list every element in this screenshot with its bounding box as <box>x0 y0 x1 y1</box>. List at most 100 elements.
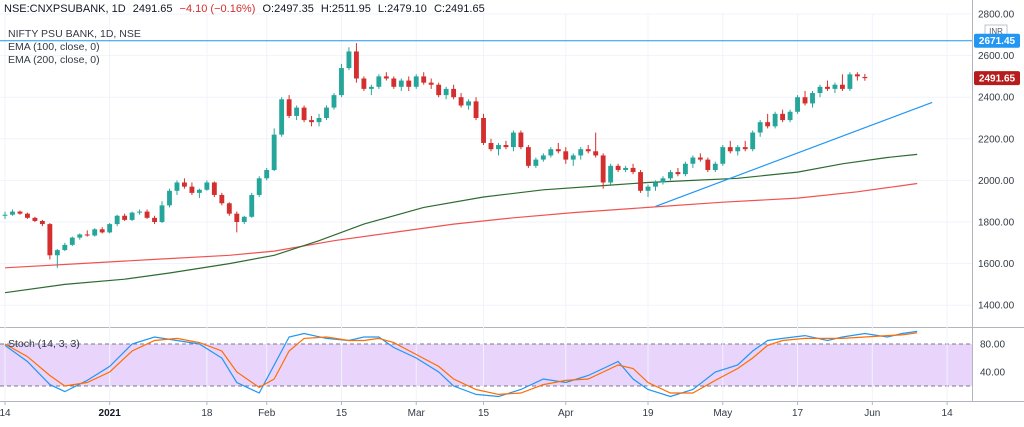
hline-price-text: 2671.45 <box>979 36 1016 47</box>
header-legend: NSE:CNXPSUBANK, 1D 2491.65 −4.10 (−0.16%… <box>4 3 485 350</box>
candle-body <box>436 84 442 96</box>
candle-body <box>413 76 419 87</box>
candle-body <box>264 170 270 179</box>
candle <box>2 211 8 219</box>
candle-body <box>839 84 845 89</box>
candle <box>653 180 658 191</box>
candle <box>301 105 307 123</box>
candle <box>10 209 15 216</box>
candle-body <box>47 224 53 256</box>
candle-body <box>847 74 853 89</box>
candle <box>264 167 270 181</box>
candle <box>204 180 210 191</box>
candle-body <box>32 217 38 221</box>
candle-body <box>25 213 30 218</box>
candle <box>413 74 419 89</box>
candle-body <box>62 244 68 251</box>
candle <box>638 170 643 193</box>
candle <box>668 170 673 181</box>
candle-body <box>645 186 651 191</box>
stoch-tick-label: 80.00 <box>980 340 1005 351</box>
candle <box>84 230 90 237</box>
candle-body <box>653 182 658 187</box>
candle-body <box>570 155 576 160</box>
stoch-axis[interactable]: 40.00 80.00 <box>980 340 1005 379</box>
candle <box>832 82 838 94</box>
candle <box>772 111 778 129</box>
candle <box>279 97 285 137</box>
candle-body <box>211 182 217 195</box>
time-axis[interactable]: 14 2021 18 Feb 15 Mar 15 Apr 19 May 17 Jun 14 <box>0 401 953 419</box>
candle <box>570 153 576 166</box>
stoch-k-line <box>4 330 918 398</box>
candle <box>339 63 344 98</box>
candle <box>697 153 703 162</box>
stoch-legend[interactable]: Stoch (14, 3, 3) <box>8 338 80 350</box>
candle-body <box>832 84 838 89</box>
candle-body <box>286 99 292 116</box>
low-value: 2479.10 <box>387 3 427 15</box>
ema200-legend[interactable]: EMA (200, close, 0) <box>8 54 100 66</box>
candle <box>675 167 681 177</box>
last-price-text: 2491.65 <box>979 74 1016 85</box>
candle-body <box>144 211 150 218</box>
candle <box>690 155 696 168</box>
candle <box>615 163 621 173</box>
candle-body <box>742 147 748 150</box>
candle <box>750 130 756 152</box>
price-tick-label: 2400.00 <box>978 93 1015 104</box>
candle-body <box>249 194 255 217</box>
stoch-pane[interactable] <box>4 330 918 398</box>
time-tick-label: 15 <box>336 408 348 419</box>
candle-body <box>810 93 815 104</box>
candle <box>765 113 771 129</box>
candle-body <box>294 107 300 116</box>
ema100-legend[interactable]: EMA (100, close, 0) <box>8 41 100 53</box>
candle-body <box>682 163 688 175</box>
candle <box>114 214 120 227</box>
candle <box>77 233 83 240</box>
candle-body <box>690 157 696 164</box>
candle-body <box>660 178 666 183</box>
candle-body <box>525 147 531 166</box>
close-label: C: <box>434 3 445 15</box>
candle <box>368 84 374 96</box>
candle <box>152 215 157 225</box>
price-pane[interactable] <box>0 13 972 400</box>
candle <box>324 105 329 121</box>
price-axis[interactable]: 1400.00 1600.00 1800.00 2000.00 2200.00 2400.… <box>978 10 1015 312</box>
candle-body <box>398 80 404 87</box>
candle-body <box>488 142 494 150</box>
candle-body <box>256 178 262 195</box>
candle <box>47 223 53 260</box>
candle <box>825 80 830 91</box>
candle <box>167 188 172 208</box>
svg-text:NSE:CNXPSUBANK, 1D 2491.: NSE:CNXPSUBANK, 1D 2491.65 −4.10 (−0.16%… <box>4 3 485 15</box>
candle <box>481 113 486 146</box>
price-tick-label: 1800.00 <box>978 218 1015 229</box>
candle-body <box>376 76 382 87</box>
candle <box>787 109 793 123</box>
candle-body <box>511 132 516 148</box>
candle <box>735 145 741 156</box>
ema200-line <box>4 182 918 269</box>
candle-body <box>540 155 546 160</box>
candle <box>810 90 815 108</box>
candle <box>600 153 606 189</box>
candle <box>854 72 860 81</box>
candle-body <box>750 132 756 150</box>
candle <box>144 209 150 219</box>
time-tick-label: 15 <box>478 408 490 419</box>
candle-body <box>309 120 314 123</box>
candle-body <box>675 172 681 175</box>
candle <box>660 176 666 185</box>
candle <box>645 184 651 198</box>
candle <box>727 140 733 154</box>
candle <box>518 130 524 150</box>
candle <box>451 84 457 100</box>
candle <box>757 120 763 137</box>
candle-body <box>712 163 718 170</box>
candle <box>406 76 412 91</box>
close-value: 2491.65 <box>445 3 485 15</box>
